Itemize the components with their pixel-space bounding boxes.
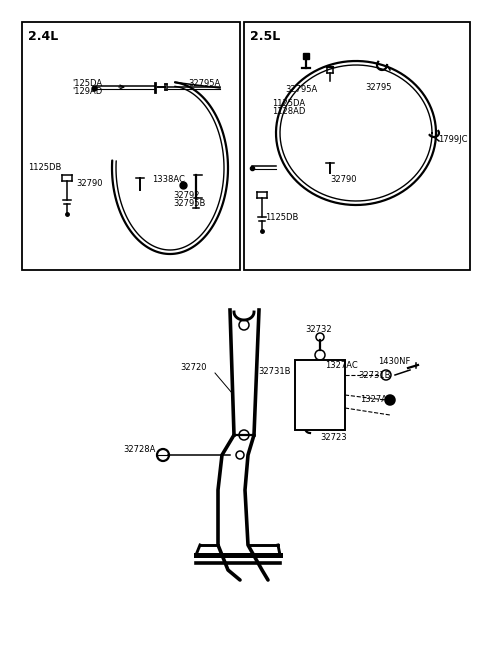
Bar xyxy=(295,360,345,430)
Text: 32792: 32792 xyxy=(173,191,200,200)
Text: 32731B: 32731B xyxy=(258,367,290,376)
Text: 32795: 32795 xyxy=(365,83,392,93)
Text: 32790: 32790 xyxy=(76,179,103,187)
Text: '129AD: '129AD xyxy=(72,87,102,95)
Text: 32720: 32720 xyxy=(180,363,206,373)
Text: 1327AC: 1327AC xyxy=(360,396,393,405)
Text: 2.5L: 2.5L xyxy=(250,30,280,43)
Text: 1128AD: 1128AD xyxy=(272,106,305,116)
Text: 32790: 32790 xyxy=(330,175,357,185)
Text: 1125DA: 1125DA xyxy=(272,99,305,108)
Text: 32795B: 32795B xyxy=(173,200,205,208)
Text: 1799JC: 1799JC xyxy=(438,135,468,145)
Circle shape xyxy=(307,404,319,416)
Text: 1430NF: 1430NF xyxy=(378,357,410,367)
Text: 1125DB: 1125DB xyxy=(265,214,299,223)
Bar xyxy=(244,22,470,270)
Bar xyxy=(22,22,240,270)
Text: 1125DB: 1125DB xyxy=(28,164,61,173)
Text: 32728A: 32728A xyxy=(123,445,156,455)
Text: 32723: 32723 xyxy=(320,434,347,443)
Text: 32732: 32732 xyxy=(305,325,332,334)
Circle shape xyxy=(385,395,395,405)
Text: 1327AC: 1327AC xyxy=(325,361,358,369)
Text: 32795A: 32795A xyxy=(188,79,220,89)
Text: 32795A: 32795A xyxy=(285,85,317,95)
Text: 1338AC: 1338AC xyxy=(152,175,185,185)
Text: 32731B: 32731B xyxy=(358,371,391,380)
Text: '125DA: '125DA xyxy=(72,79,102,89)
Text: 2.4L: 2.4L xyxy=(28,30,58,43)
